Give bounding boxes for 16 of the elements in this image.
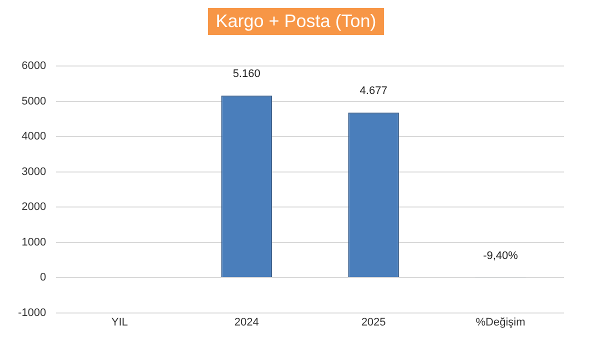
chart-title: Kargo + Posta (Ton) [208, 8, 384, 35]
data-label: 4.677 [360, 85, 388, 98]
y-tick-label: 6000 [22, 60, 46, 72]
x-tick-label: 2025 [361, 316, 386, 328]
data-label: -9,40% [483, 250, 518, 262]
y-tick-label: 3000 [22, 166, 46, 178]
y-tick-label: 4000 [22, 130, 46, 143]
x-tick-label: 2024 [234, 316, 259, 328]
y-tick-label: 5000 [22, 95, 46, 108]
y-tick-label: 1000 [22, 236, 46, 248]
x-tick-label: %Değişim [476, 316, 526, 328]
x-tick-label: YIL [111, 316, 128, 328]
y-tick-label: 0 [40, 272, 46, 284]
y-tick-label: 2000 [22, 201, 46, 214]
data-label: 5.160 [232, 68, 260, 80]
y-tick-label: -1000 [18, 306, 46, 319]
